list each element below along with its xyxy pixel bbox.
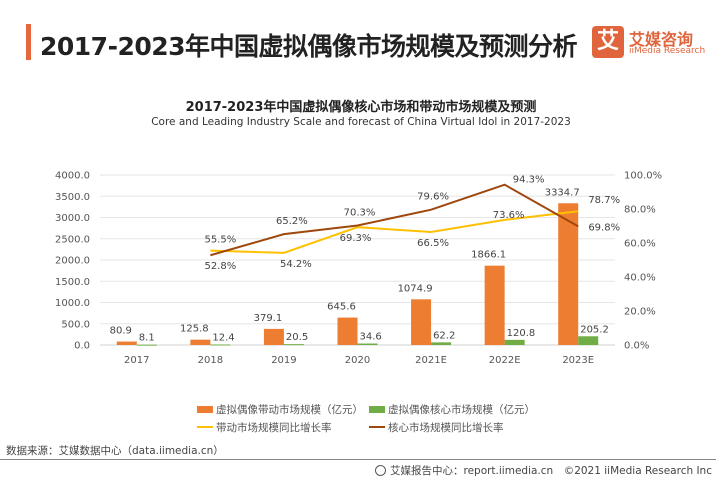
- legend-swatch-green: [369, 405, 385, 413]
- report-center-icon: [374, 465, 386, 476]
- y-left-tick-label: 500.0: [61, 319, 90, 330]
- line-leading-growth: [210, 210, 579, 254]
- line-data-label: 55.5%: [204, 235, 236, 246]
- bar-data-label: 1074.9: [398, 283, 433, 294]
- bar-core-market: [431, 342, 452, 345]
- footer-credit: 艾媒报告中心：report.iimedia.cn ©2021 iiMedia R…: [374, 463, 712, 478]
- y-left-tick-label: 3500.0: [55, 192, 90, 203]
- chart-legend: 虚拟偶像带动市场规模（亿元） 虚拟偶像核心市场规模（亿元） 带动市场规模同比增长…: [197, 400, 557, 436]
- legend-label: 带动市场规模同比增长率: [216, 421, 332, 434]
- bar-data-label: 205.2: [580, 324, 609, 335]
- legend-item-core-market: 虚拟偶像核心市场规模（亿元）: [369, 402, 535, 417]
- data-source: 数据来源：艾媒数据中心（data.iimedia.cn）: [6, 445, 224, 457]
- legend-swatch-brown-line: [369, 426, 385, 428]
- bar-core-market: [578, 336, 599, 345]
- chart-subtitle: Core and Leading Industry Scale and fore…: [151, 116, 571, 128]
- bar-data-label: 20.5: [286, 332, 308, 343]
- footer-divider: [0, 459, 716, 460]
- line-data-label: 69.8%: [588, 222, 620, 233]
- legend-item-core-growth: 核心市场规模同比增长率: [369, 420, 504, 435]
- bar-leading-market: [337, 317, 358, 345]
- y-left-tick-label: 3000.0: [55, 213, 90, 224]
- bar-core-market: [283, 344, 304, 346]
- bar-data-label: 3334.7: [545, 187, 580, 198]
- y-left-tick-label: 1500.0: [55, 277, 90, 288]
- chart-title: 2017-2023年中国虚拟偶像核心市场和带动市场规模及预测: [185, 100, 537, 115]
- legend-item-leading-market: 虚拟偶像带动市场规模（亿元）: [197, 402, 369, 417]
- bar-data-label: 12.4: [212, 332, 234, 343]
- line-data-label: 66.5%: [417, 238, 449, 249]
- bar-leading-market: [411, 299, 432, 345]
- bar-data-label: 1866.1: [471, 250, 506, 261]
- bar-core-market: [357, 343, 378, 345]
- legend-label: 核心市场规模同比增长率: [388, 421, 504, 434]
- line-data-label: 79.6%: [417, 192, 449, 203]
- y-left-tick-label: 0.0: [74, 341, 90, 352]
- legend-swatch-yellow-line: [197, 426, 213, 428]
- x-tick-label: 2022E: [489, 355, 521, 366]
- footer-report-text: 艾媒报告中心：report.iimedia.cn ©2021 iiMedia R…: [389, 465, 712, 477]
- bar-data-label: 125.8: [180, 324, 209, 335]
- legend-item-leading-growth: 带动市场规模同比增长率: [197, 420, 369, 435]
- y-right-tick-label: 60.0%: [624, 239, 656, 250]
- bar-data-label: 120.8: [507, 328, 536, 339]
- line-data-label: 70.3%: [344, 207, 376, 218]
- legend-label: 虚拟偶像核心市场规模（亿元）: [388, 403, 535, 416]
- logo-mark-icon: 艾: [592, 26, 624, 58]
- y-left-tick-label: 2500.0: [55, 234, 90, 245]
- x-tick-label: 2021E: [415, 355, 447, 366]
- y-right-tick-label: 100.0%: [624, 171, 662, 182]
- bar-data-label: 645.6: [327, 302, 356, 313]
- bar-leading-market: [190, 339, 211, 345]
- bar-data-label: 34.6: [360, 332, 382, 343]
- x-tick-label: 2020: [345, 355, 370, 366]
- y-left-tick-label: 4000.0: [55, 171, 90, 182]
- x-tick-label: 2023E: [562, 355, 594, 366]
- legend-swatch-orange: [197, 405, 213, 413]
- iimedia-logo: 艾 艾媒咨询 iiMedia Research: [592, 26, 712, 60]
- y-right-tick-label: 0.0%: [624, 341, 649, 352]
- logo-en-text: iiMedia Research: [629, 46, 706, 56]
- bar-data-label: 8.1: [139, 333, 155, 344]
- bar-data-label: 62.2: [433, 330, 455, 341]
- bar-leading-market: [263, 328, 284, 345]
- bar-core-market: [504, 339, 525, 345]
- line-data-label: 94.3%: [513, 175, 545, 186]
- logo-cn-text: 艾媒咨询: [629, 30, 694, 49]
- bar-core-market: [136, 344, 157, 346]
- x-tick-label: 2018: [198, 355, 223, 366]
- line-data-label: 78.7%: [588, 195, 620, 206]
- y-left-tick-label: 2000.0: [55, 256, 90, 267]
- bar-leading-market: [116, 341, 137, 345]
- bar-data-label: 379.1: [254, 313, 283, 324]
- line-core-growth: [210, 183, 579, 257]
- line-data-label: 52.8%: [204, 261, 236, 272]
- line-data-label: 65.2%: [276, 216, 308, 227]
- line-data-label: 69.3%: [340, 233, 372, 244]
- y-left-tick-label: 1000.0: [55, 298, 90, 309]
- bar-data-label: 80.9: [110, 326, 132, 337]
- x-tick-label: 2019: [271, 355, 296, 366]
- bar-core-market: [210, 344, 231, 346]
- x-tick-label: 2017: [124, 355, 149, 366]
- y-right-tick-label: 40.0%: [624, 273, 656, 284]
- line-data-label: 73.6%: [493, 210, 525, 221]
- title-accent-bar: [26, 24, 31, 60]
- y-right-tick-label: 80.0%: [624, 205, 656, 216]
- bar-leading-market: [484, 265, 505, 345]
- y-right-tick-label: 20.0%: [624, 307, 656, 318]
- bar-leading-market: [558, 203, 579, 345]
- page-title: 2017-2023年中国虚拟偶像市场规模及预测分析: [40, 32, 578, 61]
- line-data-label: 54.2%: [280, 259, 312, 270]
- legend-label: 虚拟偶像带动市场规模（亿元）: [216, 403, 363, 416]
